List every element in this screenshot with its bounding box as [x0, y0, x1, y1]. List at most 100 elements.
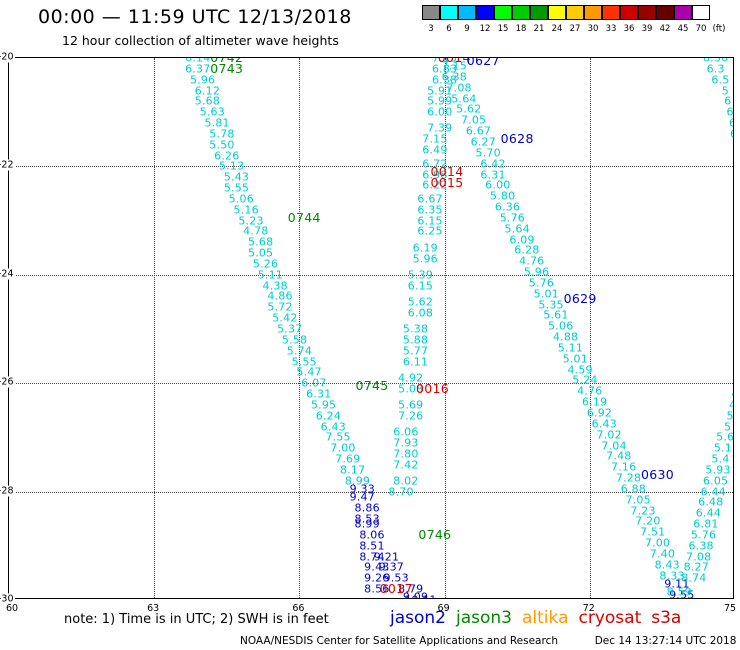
color-swatch [548, 5, 566, 20]
color-swatch [656, 5, 674, 20]
color-swatch [440, 5, 458, 20]
wave-height-point-cryosat: 6.28 [514, 243, 540, 257]
wave-height-point-cryosat: 4.88 [552, 330, 579, 344]
wave-height-point-cryosat: 5.70 [475, 146, 501, 160]
wave-height-point-jason3: 5.78 [209, 127, 235, 141]
wave-height-point-jason3: 5.63 [199, 105, 225, 119]
wave-height-point-s3a: 6.22 [422, 178, 448, 192]
color-scale-label: 30 [587, 24, 599, 34]
wave-height-point-jason3: 5.72 [267, 300, 293, 314]
wave-height-point-cryosat: 8.33 [659, 569, 685, 583]
grid-line-x [589, 58, 591, 598]
wave-height-point-cryosat: 6.43 [591, 417, 617, 431]
color-scale-label: 33 [605, 24, 617, 34]
color-scale-label: 27 [569, 24, 581, 34]
wave-height-point-s3a: 6.11 [402, 355, 429, 369]
pass-time-label: 0743 [210, 60, 244, 76]
wave-height-point-cryosat: 6.92 [586, 406, 613, 420]
wave-height-point-jason2: 9.26 [364, 571, 390, 585]
wave-height-point-cryosat: 6.67 [465, 124, 492, 138]
color-swatch [620, 5, 638, 20]
wave-height-point-cryosat: 5.76 [528, 276, 555, 290]
wave-height-point-jason3: 5.96 [189, 73, 216, 87]
wave-height-point-jason3: 7.55 [325, 430, 351, 444]
color-swatch [512, 5, 530, 20]
wave-height-point-s3a: 4.92 [398, 371, 424, 385]
wave-height-point-jason3: 5.81 [204, 116, 230, 130]
wave-height-point-jason2: 8.06 [359, 528, 385, 542]
wave-height-point-altika: 6.5 [711, 73, 730, 87]
wave-height-point-altika: 4 [731, 389, 733, 400]
color-swatch [494, 5, 512, 20]
wave-height-point-cryosat: 6.00 [485, 178, 511, 192]
legend-entry-s3a: s3a [651, 608, 682, 628]
wave-height-point-jason2: 9.33 [349, 482, 375, 496]
color-scale-label: 45 [677, 24, 689, 34]
color-swatch [638, 5, 656, 20]
wave-height-point-jason2: 8.53 [354, 512, 380, 526]
wave-height-point-cryosat: 5.06 [548, 319, 574, 333]
pass-time-label: 0015 [430, 174, 464, 190]
wave-height-point-altika: 6.05 [702, 474, 729, 488]
wave-height-point-cryosat: 5.01 [533, 287, 559, 301]
wave-height-point-cryosat: 8.43 [654, 558, 680, 572]
color-scale-label: 9 [464, 24, 470, 34]
wave-height-point-s3a: 6.49 [422, 143, 448, 157]
wave-height-point-cryosat: 5.76 [499, 211, 526, 225]
pass-time-label: 0627 [466, 57, 500, 68]
wave-height-point-altika: 5.1 [713, 441, 732, 455]
wave-height-point-cryosat: 5.35 [538, 298, 564, 312]
wave-height-point-jason3: 5.13 [218, 159, 245, 173]
wave-height-point-jason2: 8.56 [364, 582, 390, 596]
wave-height-point-jason3: 4.86 [267, 289, 293, 303]
pass-time-label: 0746 [418, 526, 452, 542]
wave-height-point-s3a: 5.39 [407, 268, 434, 282]
wave-height-point-cryosat: 5.01 [562, 352, 588, 366]
wave-height-point-s3a: 5.62 [407, 295, 434, 309]
wave-height-point-jason3: 5.16 [233, 203, 259, 217]
color-scale-label: (ft) [712, 24, 726, 34]
y-tick-label: -26 [0, 376, 15, 388]
wave-height-point-altika: 5 [726, 409, 734, 423]
wave-height-point-s3a: 8.02 [393, 474, 419, 488]
wave-height-point-altika: 6 [729, 118, 733, 129]
wave-height-point-s3a: 7.93 [393, 436, 419, 450]
color-scale-label: 24 [551, 24, 563, 34]
wave-height-point-s3a: 5.91 [427, 84, 453, 98]
wave-height-point-cryosat: 7.16 [611, 460, 637, 474]
pass-time-label: 0629 [563, 291, 597, 307]
wave-height-point-jason2: 9.53 [383, 571, 409, 585]
color-swatch [602, 5, 620, 20]
wave-height-point-jason3: 5.50 [209, 138, 235, 152]
wave-height-point-s3a: 6.25 [417, 224, 443, 238]
grid-line-y [9, 166, 733, 168]
color-scale-label: 12 [479, 24, 491, 34]
wave-height-point-s3a: 6.35 [417, 203, 443, 217]
legend-entry-cryosat: cryosat [578, 608, 642, 628]
wave-height-point-jason3: 6.14 [185, 57, 211, 65]
wave-height-point-altika: 6.38 [688, 539, 714, 553]
wave-height-point-jason3: 5.05 [248, 246, 274, 260]
wave-height-point-jason2: 8.79 [398, 582, 424, 596]
color-scale-label: 39 [641, 24, 653, 34]
wave-height-point-altika: 6 [730, 128, 733, 139]
wave-height-point-jason3: 6.26 [214, 149, 240, 163]
wave-height-point-s3a: 6.00 [427, 105, 453, 119]
grid-line-y [9, 383, 733, 385]
wave-height-point-jason3: 8.99 [344, 474, 371, 488]
pass-time-label: 0630 [641, 467, 675, 483]
color-swatch [458, 5, 476, 20]
wave-height-point-cryosat: 5.24 [572, 373, 598, 387]
x-tick-label: 66 [292, 603, 305, 614]
color-scale-label: 42 [659, 24, 671, 34]
wave-height-point-cryosat: 7.51 [640, 525, 666, 539]
wave-height-point-jason3: 8.17 [339, 463, 366, 477]
wave-height-point-cryosat: 7.04 [601, 439, 627, 453]
grid-line-y [9, 491, 733, 493]
wave-height-point-cryosat: 7.28 [615, 471, 642, 485]
color-scale-label: 18 [515, 24, 527, 34]
wave-height-point-cryosat: 6.31 [480, 168, 506, 182]
grid-line-x [299, 58, 301, 598]
wave-height-point-jason2: 8.74 [359, 550, 385, 564]
y-tick-label: -24 [0, 268, 15, 280]
